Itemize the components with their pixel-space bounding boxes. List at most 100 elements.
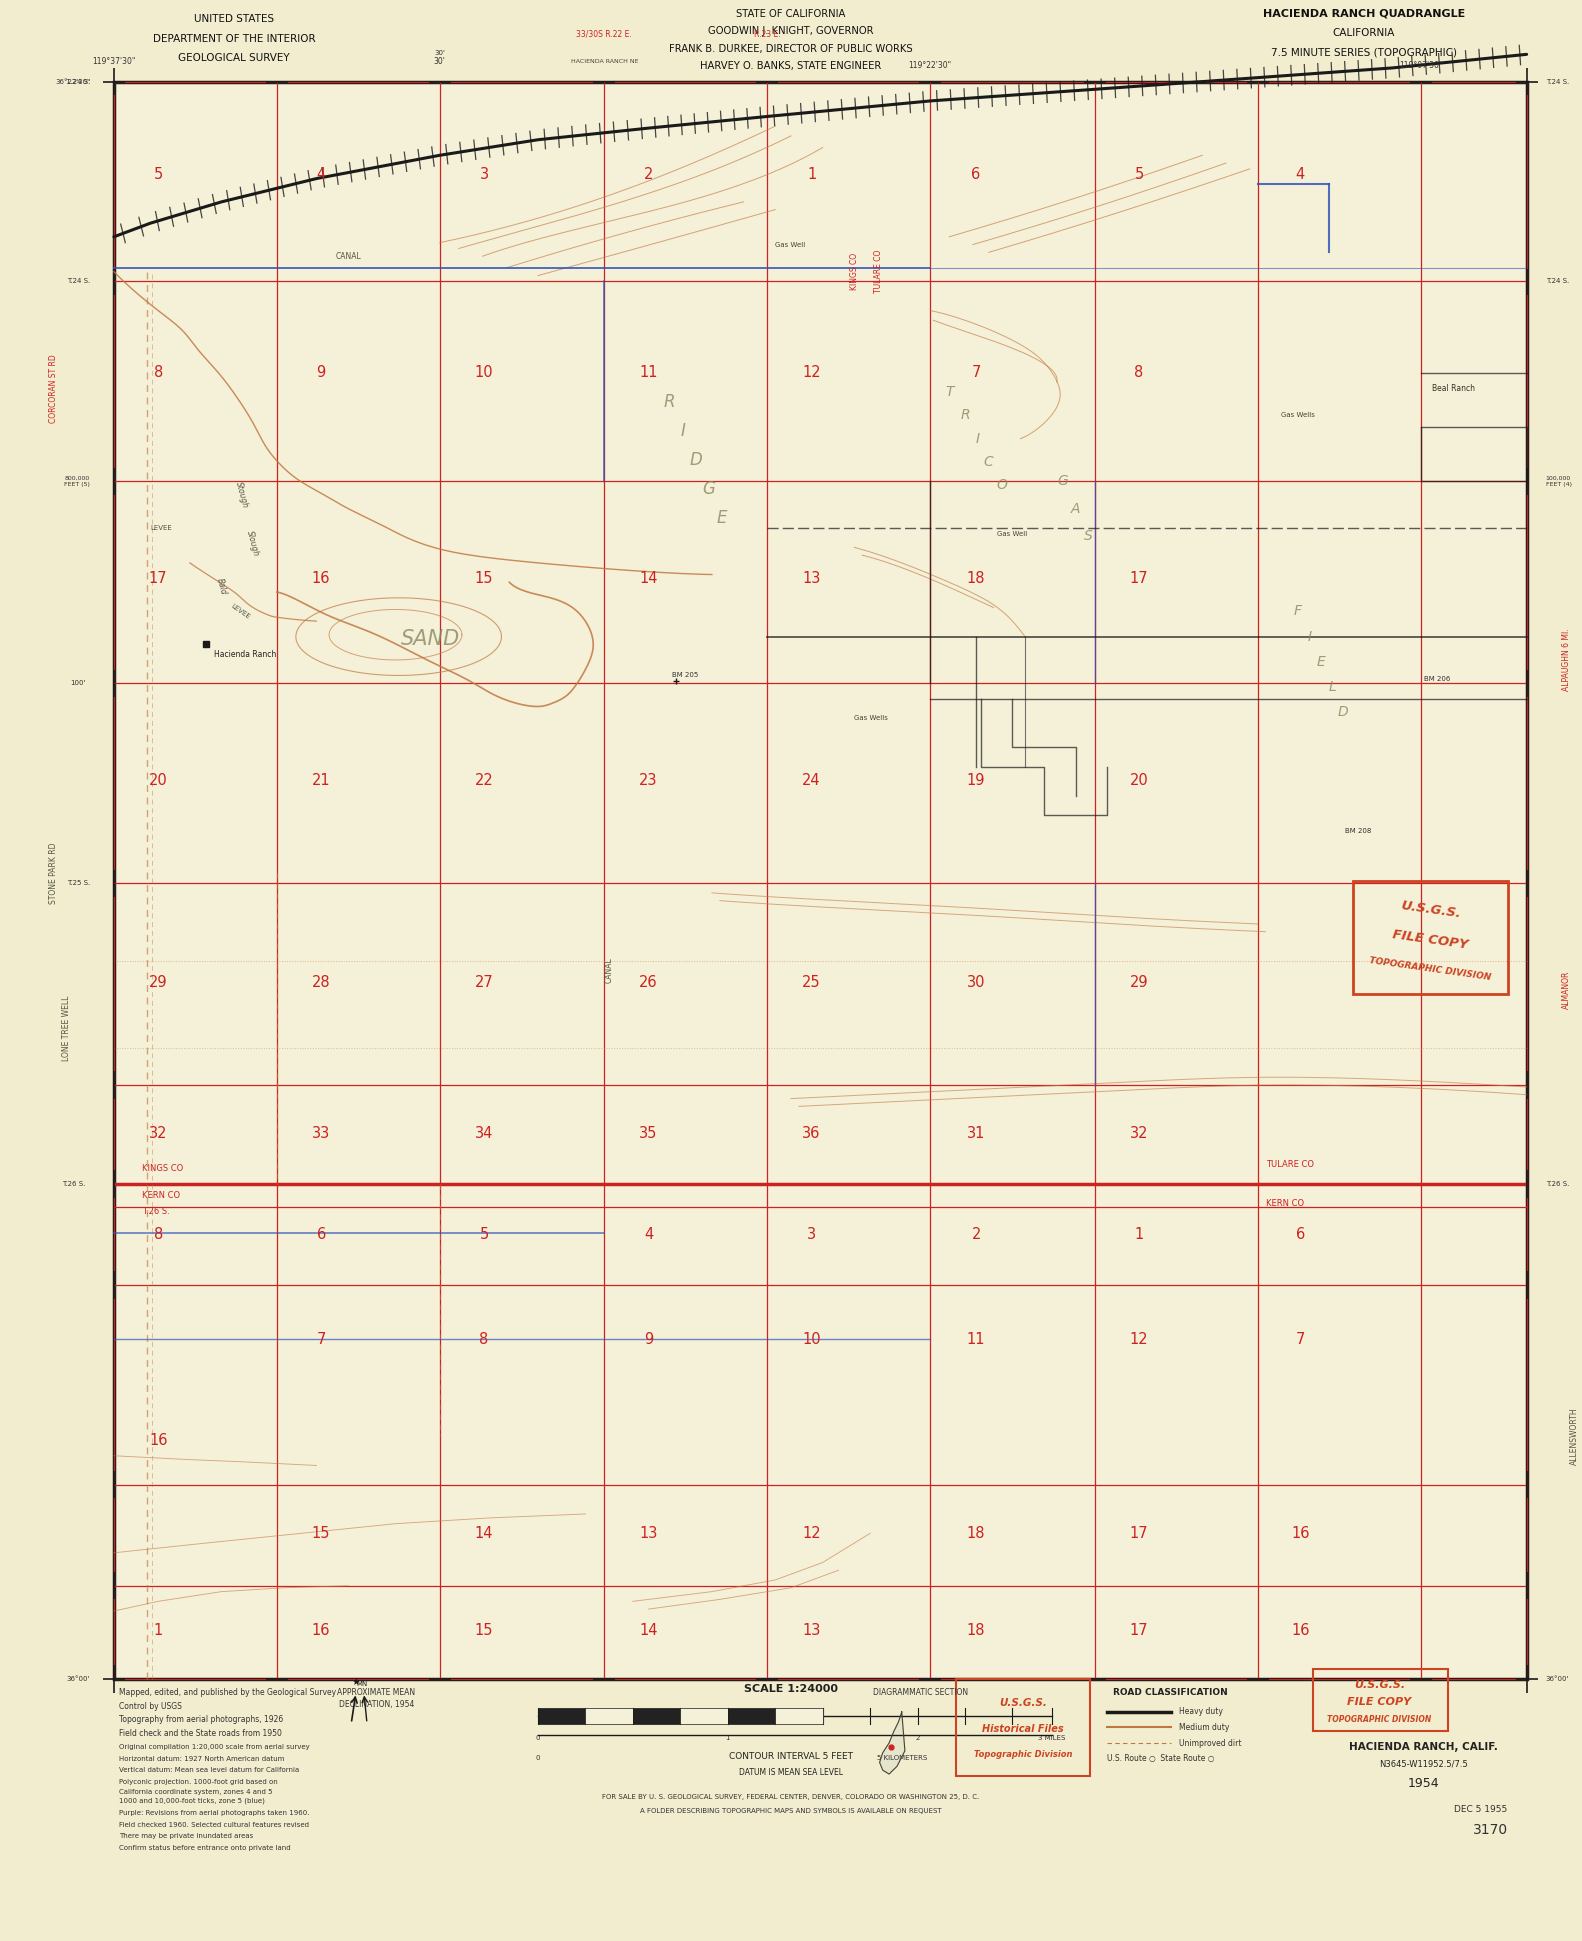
- Text: HARVEY O. BANKS, STATE ENGINEER: HARVEY O. BANKS, STATE ENGINEER: [701, 60, 881, 72]
- Text: Field checked 1960. Selected cultural features revised: Field checked 1960. Selected cultural fe…: [119, 1821, 308, 1828]
- Text: T.24 S.: T.24 S.: [1546, 278, 1569, 285]
- Text: 33: 33: [312, 1126, 331, 1141]
- Text: Hacienda Ranch: Hacienda Ranch: [214, 650, 275, 658]
- Bar: [1313, 1669, 1448, 1731]
- Text: U.S.G.S.: U.S.G.S.: [998, 1698, 1047, 1708]
- Text: 30': 30': [433, 56, 446, 66]
- Text: T: T: [944, 384, 954, 400]
- Text: 21: 21: [312, 773, 331, 788]
- Text: 24: 24: [802, 773, 821, 788]
- Text: HACIENDA RANCH, CALIF.: HACIENDA RANCH, CALIF.: [1349, 1741, 1498, 1753]
- Text: A FOLDER DESCRIBING TOPOGRAPHIC MAPS AND SYMBOLS IS AVAILABLE ON REQUEST: A FOLDER DESCRIBING TOPOGRAPHIC MAPS AND…: [641, 1807, 941, 1815]
- Text: SAND: SAND: [400, 629, 460, 648]
- Text: 20: 20: [1130, 773, 1149, 788]
- Text: BM 205: BM 205: [672, 672, 699, 679]
- Text: BM 208: BM 208: [1345, 827, 1372, 835]
- Text: DEPARTMENT OF THE INTERIOR: DEPARTMENT OF THE INTERIOR: [153, 33, 315, 45]
- Text: Control by USGS: Control by USGS: [119, 1702, 182, 1710]
- Text: T.26 S.: T.26 S.: [142, 1207, 171, 1215]
- Text: 7: 7: [1296, 1332, 1305, 1347]
- Bar: [1353, 881, 1508, 994]
- Text: 26: 26: [639, 974, 658, 990]
- Text: R.23 E.: R.23 E.: [755, 29, 780, 39]
- Text: E: E: [1316, 654, 1326, 670]
- Text: 17: 17: [1130, 1623, 1149, 1638]
- Text: 2: 2: [644, 167, 653, 182]
- Bar: [728, 1708, 775, 1724]
- Bar: [538, 1708, 585, 1724]
- Text: 13: 13: [802, 571, 821, 586]
- Text: ALLENSWORTH: ALLENSWORTH: [1569, 1407, 1579, 1465]
- Text: TOPOGRAPHIC DIVISION: TOPOGRAPHIC DIVISION: [1327, 1716, 1432, 1724]
- Text: STATE OF CALIFORNIA: STATE OF CALIFORNIA: [736, 8, 846, 19]
- Text: APPROXIMATE MEAN: APPROXIMATE MEAN: [337, 1689, 416, 1696]
- Text: 18: 18: [967, 1526, 986, 1541]
- Text: 36°22'30": 36°22'30": [55, 78, 90, 85]
- Text: 23: 23: [639, 773, 658, 788]
- Text: LEVEE: LEVEE: [150, 524, 172, 532]
- Text: DATUM IS MEAN SEA LEVEL: DATUM IS MEAN SEA LEVEL: [739, 1768, 843, 1776]
- Text: CANAL: CANAL: [335, 252, 361, 260]
- Text: 12: 12: [802, 1526, 821, 1541]
- Text: T.26 S.: T.26 S.: [62, 1180, 85, 1188]
- Text: 8: 8: [153, 365, 163, 380]
- Text: SCALE 1:24000: SCALE 1:24000: [744, 1683, 838, 1694]
- Text: GOODWIN J. KNIGHT, GOVERNOR: GOODWIN J. KNIGHT, GOVERNOR: [709, 25, 873, 37]
- Text: 17: 17: [1130, 571, 1149, 586]
- Text: 16: 16: [312, 571, 331, 586]
- Text: DIAGRAMMATIC SECTION: DIAGRAMMATIC SECTION: [873, 1689, 968, 1696]
- Text: 13: 13: [639, 1526, 658, 1541]
- Text: 22: 22: [475, 773, 494, 788]
- Text: 16: 16: [1291, 1623, 1310, 1638]
- Text: 10: 10: [475, 365, 494, 380]
- Text: 0: 0: [536, 1735, 539, 1741]
- Text: ★: ★: [351, 1677, 361, 1687]
- Text: F: F: [1292, 604, 1302, 619]
- Text: 4: 4: [644, 1227, 653, 1242]
- Text: 8: 8: [1134, 365, 1144, 380]
- Text: 36°00': 36°00': [66, 1675, 90, 1683]
- Text: 18: 18: [967, 571, 986, 586]
- Text: 6: 6: [316, 1227, 326, 1242]
- Text: Bald: Bald: [215, 576, 228, 596]
- Text: 7: 7: [316, 1332, 326, 1347]
- Text: KERN CO: KERN CO: [142, 1192, 180, 1200]
- Text: 5: 5: [153, 167, 163, 182]
- Text: O: O: [997, 477, 1006, 493]
- Text: 119°22'30": 119°22'30": [908, 60, 952, 70]
- Text: U.S.G.S.: U.S.G.S.: [1354, 1679, 1405, 1691]
- Text: 1954: 1954: [1408, 1778, 1440, 1790]
- Text: Medium duty: Medium duty: [1179, 1724, 1229, 1731]
- Text: 1: 1: [807, 167, 816, 182]
- Text: 32: 32: [1130, 1126, 1149, 1141]
- Text: 33/30S R.22 E.: 33/30S R.22 E.: [576, 29, 633, 39]
- Text: 8: 8: [153, 1227, 163, 1242]
- Text: 4: 4: [1296, 167, 1305, 182]
- Text: 29: 29: [1130, 974, 1149, 990]
- Text: Horizontal datum: 1927 North American datum: Horizontal datum: 1927 North American da…: [119, 1755, 285, 1762]
- Text: Historical Files: Historical Files: [982, 1724, 1063, 1735]
- Text: 16: 16: [149, 1432, 168, 1448]
- Text: 34: 34: [475, 1126, 494, 1141]
- Text: 1.24 S.: 1.24 S.: [66, 78, 90, 85]
- Text: TULARE CO: TULARE CO: [873, 250, 883, 293]
- Text: 32: 32: [149, 1126, 168, 1141]
- Bar: [114, 82, 1527, 1679]
- Text: 0: 0: [536, 1755, 539, 1760]
- Text: Heavy duty: Heavy duty: [1179, 1708, 1223, 1716]
- Text: T.26 S.: T.26 S.: [1546, 1180, 1569, 1188]
- Text: 35: 35: [639, 1126, 658, 1141]
- Text: ALMANOR: ALMANOR: [1561, 970, 1571, 1009]
- Bar: [956, 1679, 1090, 1776]
- Text: Gas Wells: Gas Wells: [854, 714, 888, 722]
- Text: 36°00': 36°00': [1546, 1675, 1569, 1683]
- Text: 3 MILES: 3 MILES: [1038, 1735, 1066, 1741]
- Text: R: R: [663, 392, 676, 411]
- Text: 28: 28: [312, 974, 331, 990]
- Text: I: I: [680, 421, 687, 441]
- Text: 17: 17: [149, 571, 168, 586]
- Text: Purple: Revisions from aerial photographs taken 1960.: Purple: Revisions from aerial photograph…: [119, 1809, 308, 1817]
- Text: 5: 5: [1134, 167, 1144, 182]
- Text: 3: 3: [479, 167, 489, 182]
- Text: ROAD CLASSIFICATION: ROAD CLASSIFICATION: [1114, 1689, 1228, 1696]
